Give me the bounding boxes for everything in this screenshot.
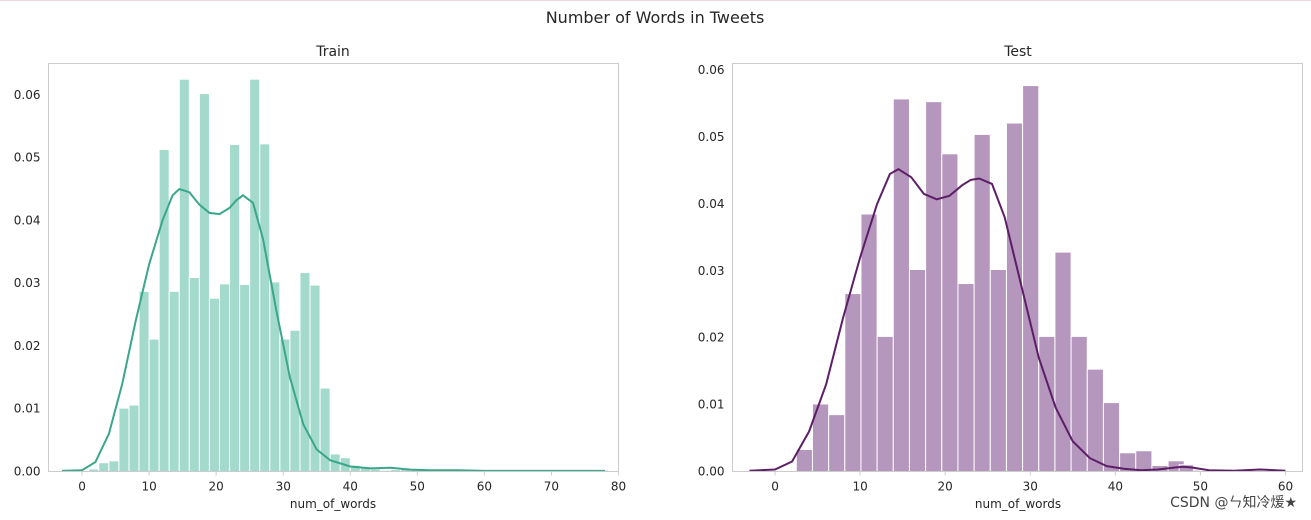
train-histogram-bar — [239, 283, 251, 472]
test-histogram-bar — [941, 153, 959, 472]
train-histogram-bar — [229, 143, 241, 472]
train-histogram-bar — [279, 338, 291, 472]
train-histogram-bar — [178, 78, 190, 472]
train-y-tick-label: 0.05 — [14, 151, 41, 165]
test-histogram-bar — [957, 283, 975, 472]
test-histogram-bar — [860, 213, 878, 473]
train-x-tick-label: 80 — [611, 480, 626, 494]
test-histogram-bar — [908, 269, 927, 472]
test-x-tick-label: 50 — [1193, 480, 1208, 494]
test-y-tick-label: 0.02 — [698, 331, 725, 345]
train-histogram-bar — [188, 277, 200, 473]
train-histogram-bar — [259, 143, 271, 473]
test-histogram-bar — [973, 133, 991, 473]
train-x-tick-label: 50 — [410, 480, 425, 494]
train-histogram-bar — [299, 272, 311, 472]
train-histogram-bar — [138, 290, 150, 472]
train-x-tick-label: 60 — [477, 480, 492, 494]
test-kde-line — [749, 168, 1286, 472]
train-histogram-bar — [128, 404, 140, 473]
train-panel: Train 0 10 20 30 40 50 60 70 80 0.00 0.01 0.02 0.03… — [14, 44, 626, 511]
train-histogram-bar — [249, 78, 261, 472]
test-x-label: num_of_words — [975, 497, 1061, 511]
test-y-tick-label: 0.01 — [698, 398, 725, 412]
test-bars — [795, 85, 1311, 473]
test-x-tick-label: 10 — [852, 480, 867, 494]
test-histogram-bar — [1070, 335, 1088, 473]
train-x-tick-label: 30 — [276, 480, 291, 494]
train-x-tick-label: 10 — [141, 480, 156, 494]
top-border — [0, 0, 1311, 1]
train-bars — [88, 78, 432, 473]
train-histogram-bar — [148, 338, 160, 472]
test-y-ticks: 0.00 0.01 0.02 0.03 0.04 0.05 0.06 — [698, 63, 725, 478]
test-axes-frame — [732, 63, 1303, 472]
test-x-tick-label: 40 — [1108, 480, 1123, 494]
test-histogram-bar — [1102, 402, 1121, 472]
test-x-tick-label: 60 — [1278, 480, 1293, 494]
figure-title: Number of Words in Tweets — [546, 8, 765, 27]
train-x-ticks: 0 10 20 30 40 50 60 70 80 — [78, 471, 626, 494]
train-x-tick-label: 70 — [544, 480, 559, 494]
test-x-tick-label: 20 — [938, 480, 953, 494]
train-histogram-bar — [198, 93, 210, 472]
train-y-tick-label: 0.06 — [14, 88, 41, 102]
train-x-tick-label: 40 — [343, 480, 358, 494]
train-histogram-bar — [309, 284, 321, 472]
test-y-tick-label: 0.05 — [698, 130, 725, 144]
test-title: Test — [1003, 44, 1032, 60]
train-y-tick-label: 0.00 — [14, 465, 41, 479]
test-histogram-bar — [1135, 450, 1153, 472]
train-histogram-bar — [118, 407, 130, 473]
train-y-tick-label: 0.02 — [14, 339, 41, 353]
watermark: CSDN @ㄣ知冷煖★ — [1170, 495, 1297, 511]
test-x-ticks: 0 10 20 30 40 50 60 — [771, 471, 1293, 494]
train-x-label: num_of_words — [290, 497, 376, 511]
test-histogram-bar — [892, 98, 910, 472]
train-histogram-bar — [208, 297, 221, 472]
train-histogram-bar — [219, 283, 231, 472]
test-y-tick-label: 0.04 — [698, 197, 725, 211]
test-histogram-bar — [1054, 251, 1072, 472]
train-histogram-bar — [158, 148, 170, 473]
train-histogram-bar — [269, 281, 281, 472]
test-histogram-bar — [1038, 335, 1056, 473]
test-histogram-bar — [795, 448, 813, 472]
test-x-tick-label: 0 — [771, 480, 779, 494]
test-y-tick-label: 0.00 — [698, 465, 725, 479]
train-kde-line — [61, 187, 606, 472]
test-histogram-bar — [844, 293, 862, 472]
test-histogram-bar — [1086, 368, 1104, 473]
test-histogram-bar — [925, 101, 943, 472]
test-y-tick-label: 0.03 — [698, 264, 725, 278]
test-histogram-bar — [1022, 85, 1040, 472]
test-panel: Test 0 10 20 30 40 50 60 0.000.010.020.030.040… — [698, 44, 1311, 511]
train-histogram-bar — [98, 462, 110, 473]
train-histogram-bar — [108, 460, 120, 472]
train-x-tick-label: 20 — [209, 480, 224, 494]
test-histogram-bar — [828, 414, 846, 473]
train-x-tick-label: 0 — [78, 480, 86, 494]
train-y-tick-label: 0.04 — [14, 213, 41, 227]
test-histogram-bar — [989, 269, 1007, 472]
test-y-tick-label: 0.06 — [698, 63, 725, 77]
train-title: Train — [315, 44, 350, 60]
test-histogram-bar — [1005, 122, 1024, 473]
train-histogram-bar — [168, 290, 180, 472]
test-x-tick-label: 30 — [1023, 480, 1038, 494]
train-histogram-bar — [289, 329, 301, 472]
train-y-tick-label: 0.03 — [14, 276, 41, 290]
train-y-tick-label: 0.01 — [14, 402, 41, 416]
test-histogram-bar — [876, 335, 894, 473]
train-y-ticks: 0.00 0.01 0.02 0.03 0.04 0.05 0.06 — [14, 88, 41, 479]
train-axes-frame — [48, 63, 619, 472]
